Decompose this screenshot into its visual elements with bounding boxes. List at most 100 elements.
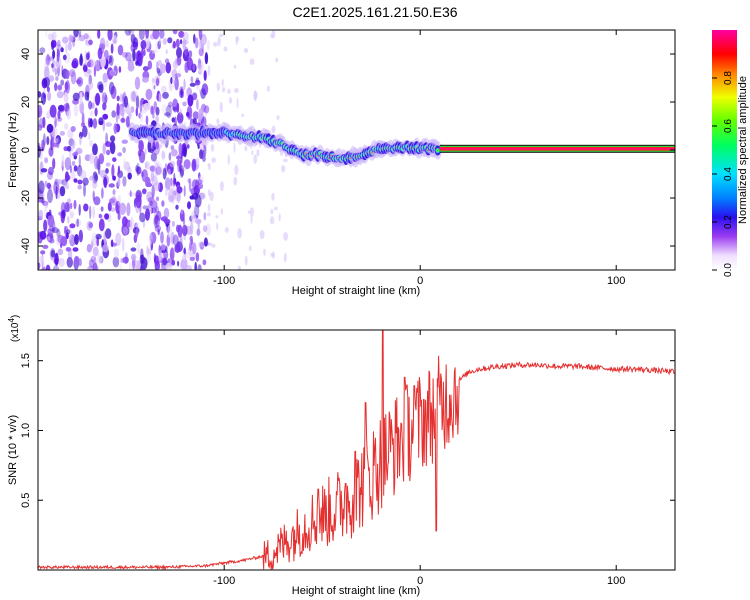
noise-blob (169, 160, 176, 168)
faint-blob (216, 118, 220, 125)
noise-blob (151, 200, 158, 210)
noise-blob (70, 71, 77, 85)
snr-x-tick-label: -100 (213, 575, 235, 587)
noise-blob (177, 69, 182, 76)
faint-blob (235, 36, 238, 46)
noise-blob (177, 260, 180, 267)
noise-blob (60, 79, 65, 86)
noise-blob (182, 38, 187, 51)
noise-blob (168, 101, 173, 108)
snr-panel: -100 0 100 0.5 1.0 1.5 Height of straight li… (7, 315, 676, 597)
snr-x-tick-label: 100 (607, 575, 625, 587)
faint-blob (251, 149, 254, 156)
noise-blob (53, 116, 56, 121)
noise-blob (39, 230, 47, 240)
noise-blob (99, 37, 106, 52)
noise-blob (130, 247, 137, 252)
noise-blob (156, 163, 163, 176)
noise-blob (148, 233, 153, 246)
noise-blob (176, 159, 180, 167)
noise-blob (86, 220, 93, 231)
noise-blob (192, 118, 197, 125)
noise-blob (179, 164, 185, 177)
noise-blob (117, 195, 122, 206)
noise-blob (66, 256, 74, 268)
noise-blob (153, 101, 157, 110)
faint-blob (224, 227, 229, 233)
faint-blob (272, 251, 275, 259)
noise-blob (180, 39, 183, 45)
noise-blob (41, 139, 45, 152)
noise-blob (170, 77, 173, 84)
noise-blob (180, 208, 184, 215)
noise-blob (56, 137, 60, 149)
noise-blob (103, 176, 108, 188)
noise-blob (136, 166, 142, 175)
noise-blob (180, 257, 188, 270)
noise-blob (154, 215, 158, 226)
snr-y-tick-label: 1.0 (20, 423, 32, 438)
noise-blob (61, 209, 66, 219)
faint-blob (244, 145, 248, 152)
noise-blob (182, 101, 187, 107)
faint-blob (236, 97, 239, 109)
faint-blob (276, 115, 280, 120)
noise-blob (117, 165, 120, 175)
noise-blob (49, 104, 57, 118)
noise-blob (105, 228, 112, 240)
noise-blob (130, 90, 136, 102)
noise-blob (101, 244, 109, 253)
noise-blob (171, 220, 175, 227)
faint-blob (233, 64, 237, 69)
faint-blob (210, 143, 215, 152)
noise-blob (101, 91, 104, 103)
noise-blob (121, 237, 125, 252)
noise-blob (83, 183, 86, 197)
noise-blob (147, 250, 152, 263)
noise-blob (187, 94, 194, 107)
faint-blob (249, 58, 255, 65)
noise-blob (88, 259, 95, 268)
noise-blob (161, 85, 167, 93)
noise-blob (139, 100, 143, 114)
noise-blob (135, 194, 142, 209)
noise-blob (76, 218, 79, 228)
faint-blob (211, 157, 217, 163)
noise-blob (46, 86, 51, 93)
noise-blob (168, 152, 172, 161)
noise-blob (51, 58, 56, 73)
snr-y-label: SNR (10 * v/v) (7, 415, 19, 485)
snr-series-line (38, 330, 675, 570)
faint-blob (244, 255, 248, 266)
noise-blob (93, 196, 101, 206)
noise-blob (119, 106, 125, 117)
noise-blob (158, 249, 163, 261)
noise-blob (105, 39, 109, 48)
noise-blob (54, 67, 58, 76)
noise-blob (189, 221, 194, 236)
noise-blob (202, 259, 207, 266)
faint-blob (283, 232, 289, 241)
noise-blob (94, 173, 99, 182)
noise-blob (63, 225, 67, 234)
noise-blob (126, 202, 131, 217)
noise-blob (122, 146, 126, 154)
noise-blob (102, 72, 108, 83)
noise-blob (130, 44, 134, 52)
noise-blob (85, 52, 90, 61)
noise-blob (73, 151, 79, 157)
noise-blob (134, 51, 142, 65)
noise-blob (130, 34, 136, 44)
noise-blob (52, 265, 60, 270)
faint-blob (211, 243, 216, 248)
faint-blob (216, 82, 220, 92)
noise-blob (176, 186, 183, 194)
faint-blob (266, 85, 270, 92)
noise-blob (48, 226, 54, 232)
faint-blob (227, 88, 231, 94)
noise-blob (72, 247, 79, 252)
noise-blob (63, 182, 70, 189)
noise-blob (170, 178, 173, 187)
noise-blob (115, 232, 122, 246)
noise-blob (132, 48, 136, 62)
